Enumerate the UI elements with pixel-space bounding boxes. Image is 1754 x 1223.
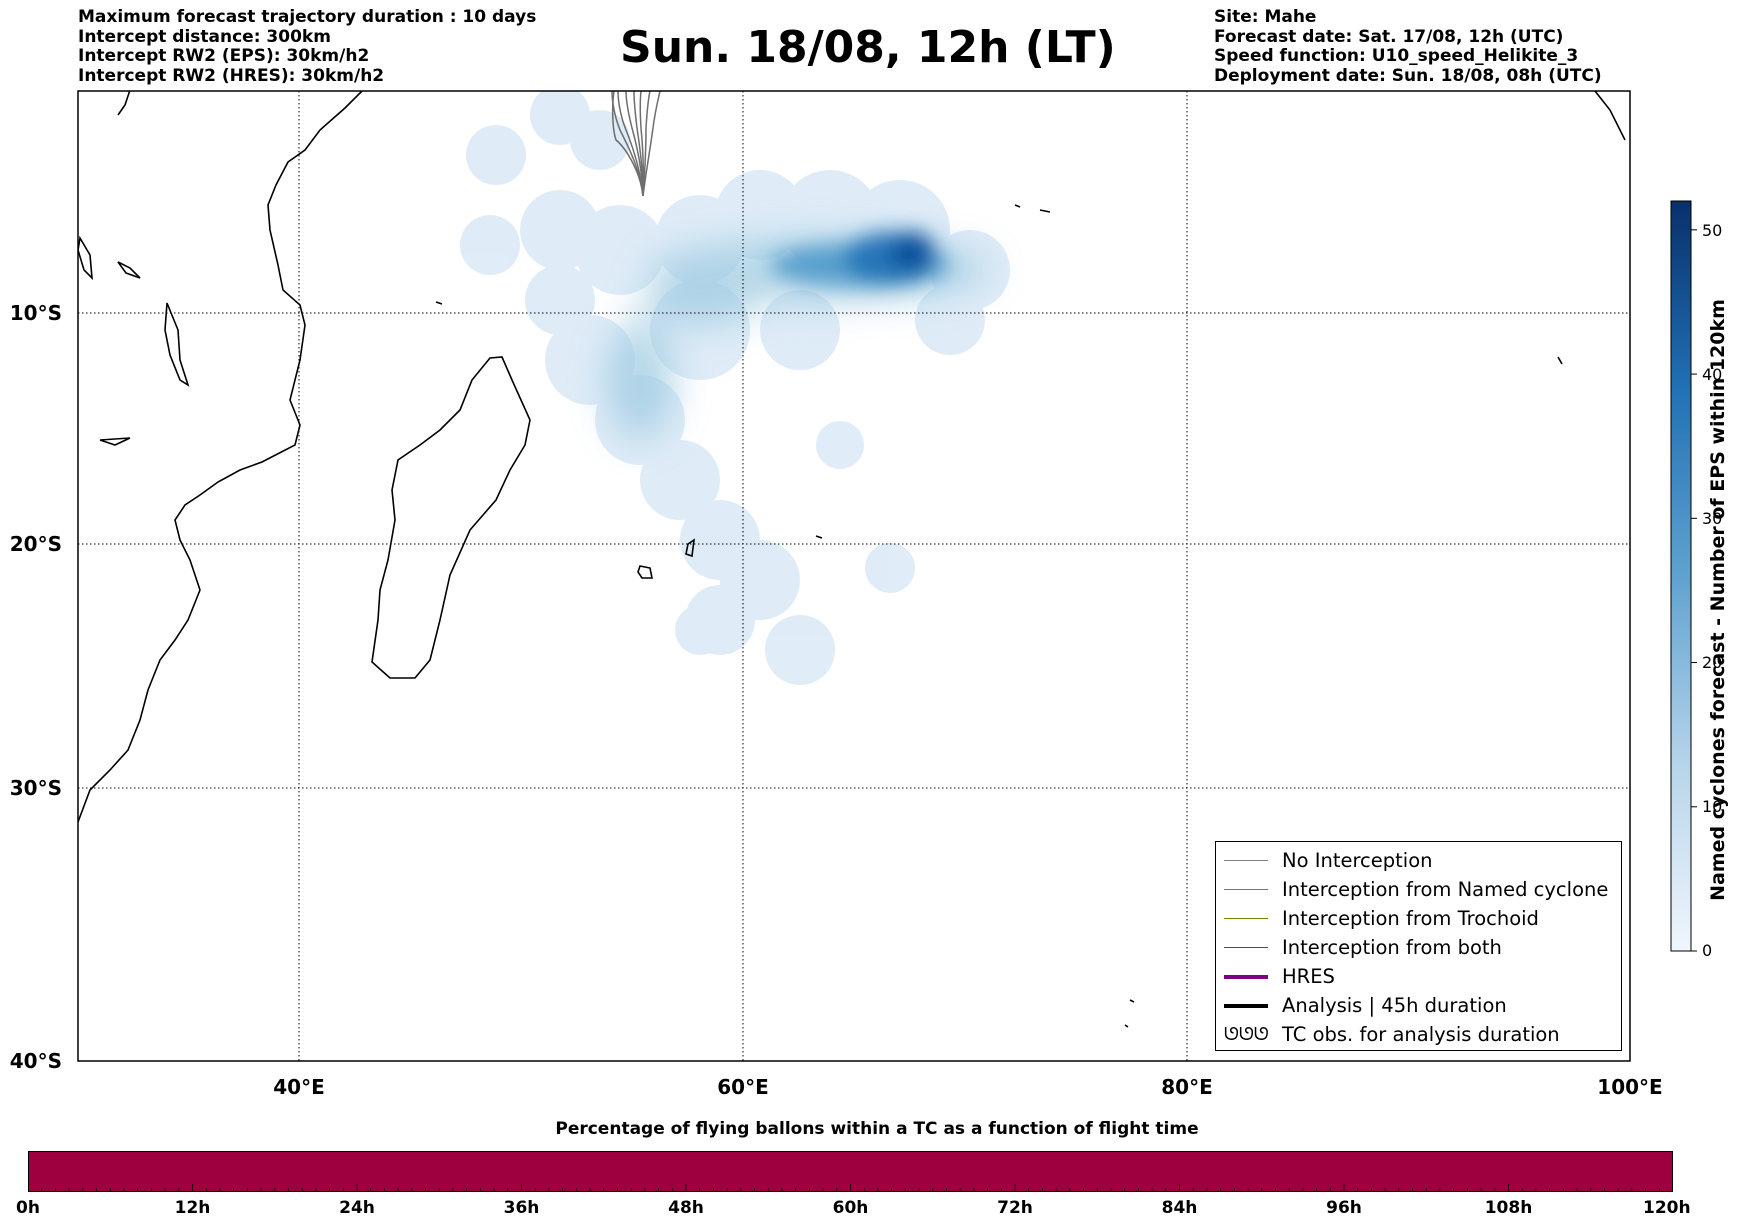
time-bar-title: Percentage of flying ballons within a TC… (555, 1119, 1199, 1139)
legend-swatch (1224, 889, 1268, 890)
lon-label: 40°E (273, 1075, 325, 1099)
colorbar-tick-label: 30 (1702, 509, 1723, 528)
legend-swatch (1224, 974, 1268, 979)
legend-label: Analysis | 45h duration (1282, 994, 1507, 1017)
time-tick-label: 96h (1326, 1198, 1362, 1218)
legend-item-trochoid: Interception from Trochoid (1216, 904, 1621, 933)
time-tick-label: 72h (997, 1198, 1033, 1218)
legend-label: No Interception (1282, 849, 1433, 872)
site-line: Deployment date: Sun. 18/08, 08h (UTC) (1214, 65, 1602, 86)
density-base (460, 91, 1010, 685)
legend-swatch (1224, 947, 1268, 948)
site-parameters: Site: Mahe Forecast date: Sat. 17/08, 12… (1214, 7, 1602, 86)
lon-label: 60°E (717, 1075, 769, 1099)
time-tick-label: 84h (1161, 1198, 1198, 1218)
density-core (770, 232, 950, 287)
legend-label: Interception from Trochoid (1282, 907, 1539, 930)
site-line: Site: Mahe (1214, 7, 1317, 27)
colorbar-tick-label: 50 (1702, 221, 1723, 240)
legend-swatch (1224, 918, 1268, 919)
colorbar-title: Named cyclones forecast - Number of EPS … (1707, 299, 1729, 901)
time-tick-label: 120h (1643, 1198, 1691, 1218)
legend-label: HRES (1282, 965, 1335, 988)
legend-swatch (1224, 860, 1268, 861)
time-bar (28, 1151, 1673, 1192)
site-line: Speed function: U10_speed_Helikite_3 (1214, 46, 1579, 66)
lat-label: 20°S (10, 532, 62, 556)
time-bar-ticks (28, 1184, 1673, 1192)
time-tick-label: 48h (668, 1198, 704, 1218)
legend: No Interception Interception from Named … (1215, 841, 1622, 1051)
param-line: Maximum forecast trajectory duration : 1… (78, 7, 537, 27)
legend-label: Interception from both (1282, 936, 1502, 959)
time-tick-label: 0h (16, 1198, 40, 1218)
map-title: Sun. 18/08, 12h (LT) (620, 22, 1116, 73)
legend-item-tc-obs: ᘎᘎᘎ TC obs. for analysis duration (1216, 1020, 1621, 1049)
map-frame (77, 90, 1631, 1062)
cyclone-symbol-icon: ᘎᘎᘎ (1224, 1024, 1269, 1045)
colorbar-tick-label: 40 (1702, 365, 1723, 384)
param-line: Intercept RW2 (EPS): 30km/h2 (78, 46, 370, 66)
time-tick-label: 108h (1484, 1198, 1533, 1218)
legend-item-analysis: Analysis | 45h duration (1216, 991, 1621, 1020)
legend-item-named-cyclone: Interception from Named cyclone (1216, 875, 1621, 904)
legend-label: Interception from Named cyclone (1282, 878, 1609, 901)
time-tick-label: 24h (339, 1198, 375, 1218)
legend-item-hres: HRES (1216, 962, 1621, 991)
legend-swatch (1224, 1003, 1268, 1008)
trajectories (611, 91, 661, 197)
time-tick-label: 12h (174, 1198, 211, 1218)
lon-label: 80°E (1161, 1075, 1213, 1099)
time-tick-label: 36h (503, 1198, 540, 1218)
lat-label: 40°S (10, 1049, 62, 1073)
legend-item-no-interception: No Interception (1216, 846, 1621, 875)
gridlines (78, 91, 1630, 1061)
legend-item-both: Interception from both (1216, 933, 1621, 962)
lat-label: 30°S (10, 776, 62, 800)
colorbar-ticks (1691, 229, 1697, 952)
param-line: Intercept RW2 (HRES): 30km/h2 (78, 65, 385, 86)
site-line: Forecast date: Sat. 17/08, 12h (UTC) (1214, 26, 1564, 47)
lat-label: 10°S (10, 301, 62, 325)
colorbar-tick-label: 0 (1702, 941, 1713, 960)
coastlines (78, 91, 1626, 1028)
forecast-parameters: Maximum forecast trajectory duration : 1… (78, 7, 537, 86)
param-line: Intercept distance: 300km (78, 26, 331, 47)
colorbar-tick-label: 10 (1702, 797, 1723, 816)
time-tick-label: 60h (832, 1198, 869, 1218)
legend-label: TC obs. for analysis duration (1282, 1023, 1560, 1046)
density-colorbar (1670, 200, 1692, 952)
lon-label: 100°E (1597, 1075, 1662, 1099)
colorbar-tick-label: 20 (1702, 653, 1723, 672)
